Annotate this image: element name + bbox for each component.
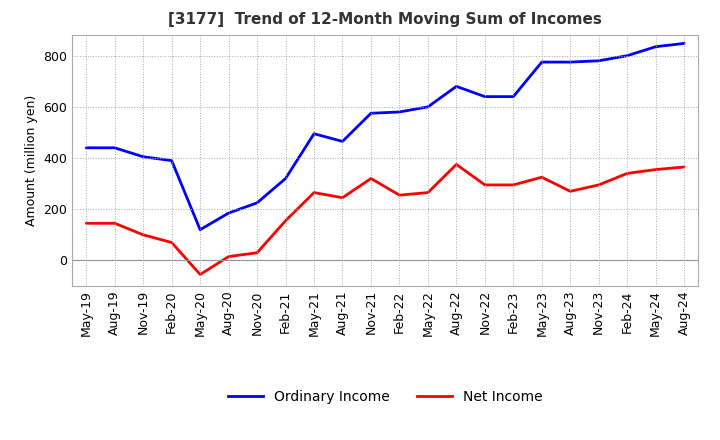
Title: [3177]  Trend of 12-Month Moving Sum of Incomes: [3177] Trend of 12-Month Moving Sum of I… [168,12,602,27]
Legend: Ordinary Income, Net Income: Ordinary Income, Net Income [222,385,548,410]
Y-axis label: Amount (million yen): Amount (million yen) [24,95,37,226]
